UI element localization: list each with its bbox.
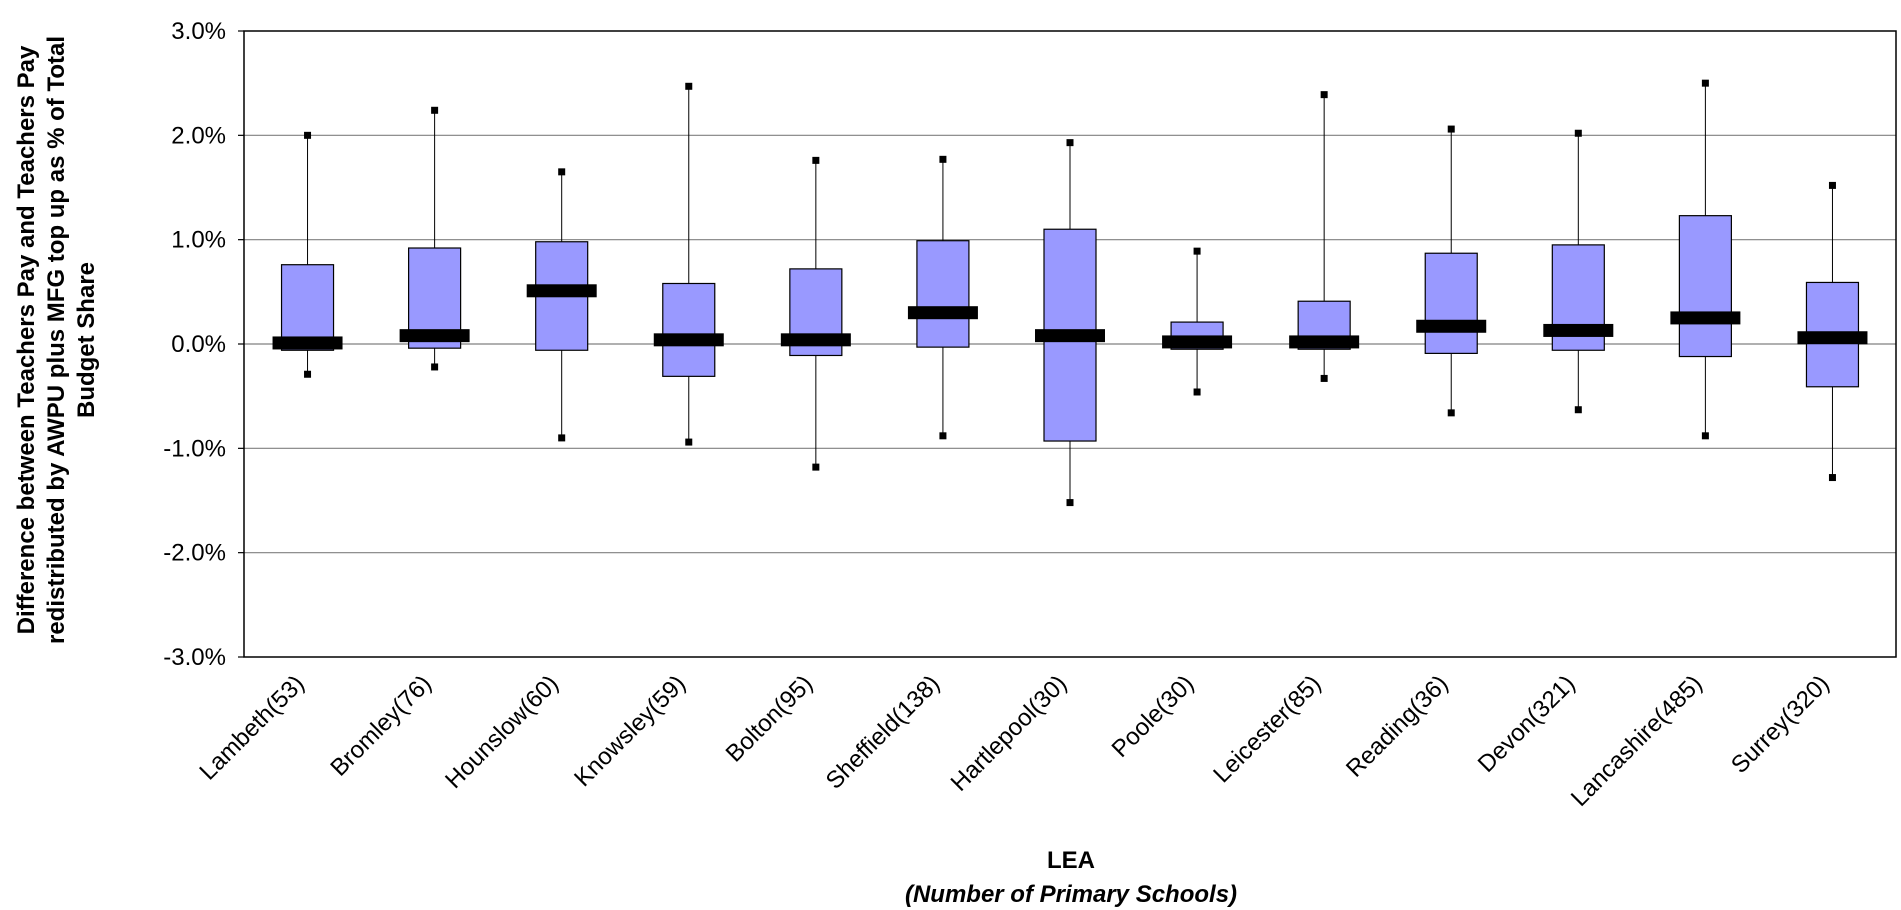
max-marker: [1447, 125, 1455, 133]
min-marker: [939, 432, 947, 440]
x-axis-category-labels: Lambeth(53) Bromley(76) Hounslow(60) Knowsl…: [194, 670, 1834, 812]
median-marker: [780, 333, 851, 347]
min-marker: [1066, 499, 1074, 507]
x-category-label: Lambeth(53): [194, 670, 309, 785]
min-marker: [812, 463, 820, 471]
box-iqr: [1678, 215, 1732, 358]
box-iqr: [1424, 252, 1478, 354]
median-marker: [907, 306, 978, 320]
max-marker: [1701, 79, 1709, 87]
y-tick-label: 1.0%: [171, 227, 226, 254]
x-category-label: Surrey(320): [1726, 670, 1835, 779]
box-lambeth: [272, 131, 343, 378]
min-marker: [685, 438, 693, 446]
y-tick-label: 0.0%: [171, 331, 226, 358]
box-iqr: [662, 282, 716, 377]
y-axis-title-line-1: Difference between Teachers Pay and Teac…: [13, 45, 40, 634]
min-marker: [1447, 409, 1455, 417]
box-reading: [1416, 125, 1487, 417]
box-bolton: [780, 156, 851, 471]
x-axis-title: LEA: [1047, 847, 1095, 874]
box-knowsley: [653, 82, 724, 446]
box-leicester: [1289, 91, 1360, 382]
median-marker: [1797, 331, 1868, 345]
median-marker: [272, 336, 343, 350]
x-category-label: Poole(30): [1107, 670, 1200, 763]
max-marker: [1828, 181, 1836, 189]
min-marker: [1701, 432, 1709, 440]
median-marker: [1670, 311, 1741, 325]
median-marker: [1162, 335, 1233, 349]
max-marker: [685, 82, 693, 90]
x-category-label: Devon(321): [1473, 670, 1581, 778]
box-devon: [1543, 129, 1614, 414]
box-iqr: [280, 264, 335, 351]
max-marker: [1193, 247, 1201, 255]
median-marker: [1543, 323, 1614, 337]
max-marker: [431, 106, 439, 114]
box-bromley: [399, 106, 470, 371]
median-marker: [399, 329, 470, 343]
x-category-label: Leicester(85): [1208, 670, 1326, 788]
x-category-label: Knowsley(59): [569, 670, 691, 792]
y-axis-title-line-3: Budget Share: [73, 262, 100, 418]
max-marker: [939, 155, 947, 163]
max-marker: [304, 131, 312, 139]
min-marker: [1193, 388, 1201, 396]
box-lancashire: [1670, 79, 1741, 440]
min-marker: [1828, 474, 1836, 482]
median-marker: [1416, 319, 1487, 333]
median-marker: [526, 284, 597, 298]
box-surrey: [1797, 181, 1868, 482]
y-axis-title: Difference between Teachers Pay and Teac…: [13, 36, 100, 644]
y-tick-label: 2.0%: [171, 122, 226, 149]
x-category-label: Sheffield(138): [821, 670, 945, 794]
y-tick-label: -2.0%: [163, 540, 226, 567]
x-category-label: Hartlepool(30): [946, 670, 1073, 797]
y-tick-label: 3.0%: [171, 18, 226, 45]
max-marker: [812, 156, 820, 164]
x-axis-subtitle: (Number of Primary Schools): [905, 881, 1237, 908]
x-category-label: Hounslow(60): [440, 670, 564, 794]
median-marker: [1289, 335, 1360, 349]
min-marker: [304, 370, 312, 378]
box-hounslow: [526, 168, 597, 442]
box-sheffield: [907, 155, 978, 440]
median-marker: [1035, 329, 1105, 343]
max-marker: [558, 168, 566, 176]
y-axis-title-line-2: redistributed by AWPU plus MFG top up as…: [43, 36, 70, 644]
max-marker: [1574, 129, 1582, 137]
min-marker: [1320, 374, 1328, 382]
min-marker: [1574, 406, 1582, 414]
plot-area-border: [243, 30, 1897, 658]
box-iqr: [916, 240, 970, 348]
max-marker: [1320, 91, 1328, 99]
box-poole: [1162, 247, 1233, 396]
median-marker: [653, 333, 724, 347]
min-marker: [431, 363, 439, 371]
y-tick-label: -1.0%: [163, 435, 226, 462]
max-marker: [1066, 139, 1074, 147]
x-category-label: Bromley(76): [325, 670, 437, 782]
y-tick-label: -3.0%: [163, 644, 226, 671]
x-category-label: Bolton(95): [721, 670, 818, 767]
x-category-label: Reading(36): [1341, 670, 1453, 782]
y-axis-ticks: -3.0% -2.0% -1.0% 0.0% 1.0% 2.0% 3.0%: [163, 18, 244, 671]
boxes: [272, 79, 1868, 507]
x-category-label: Lancashire(485): [1566, 670, 1708, 812]
box-hartlepool: [1035, 139, 1105, 507]
min-marker: [558, 434, 566, 442]
